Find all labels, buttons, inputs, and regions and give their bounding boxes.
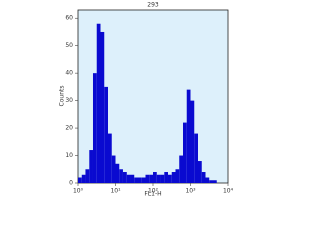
y-tick-label: 50 [65,42,73,49]
bar [78,177,82,183]
bar [175,169,180,183]
y-axis-label: Counts [59,86,66,107]
bar [156,174,161,183]
chart: 293 FL1-H Counts 0 10 20 30 40 50 60 10⁰ 10¹ 10² 1… [59,2,234,198]
chart-title: 293 [147,2,159,9]
x-tick-label: 10⁰ [73,188,84,195]
bar [183,122,187,183]
y-tick-label: 60 [65,15,73,22]
bar [100,31,105,183]
x-tick-label: 10³ [185,188,196,195]
bar [160,174,165,183]
bar [212,180,217,183]
bar [89,150,93,183]
y-tick-label: 10 [65,152,73,159]
y-tick-label: 30 [65,97,73,104]
bar [111,155,116,183]
bar [92,73,97,183]
bar [119,169,123,183]
bar [130,174,135,183]
bar [179,155,184,183]
bar [209,180,213,183]
bar [104,86,109,183]
bar [108,133,112,183]
bar [153,172,157,183]
bar [201,172,206,183]
bar [171,172,176,183]
bar [145,174,150,183]
y-tick-label: 40 [65,70,73,77]
x-axis-label: FL1-H [144,191,161,198]
bar [134,177,138,183]
y-tick-label: 20 [65,125,73,132]
bar [126,174,131,183]
y-tick-label: 0 [69,180,73,187]
bar [167,174,172,183]
bar [205,177,210,183]
x-tick-label: 10² [148,188,159,195]
bar [96,23,101,183]
x-tick-label: 10⁴ [223,188,234,195]
bar [141,177,146,183]
bar [186,89,191,183]
bar [198,161,202,183]
bar [194,133,199,183]
x-tick-label: 10¹ [110,188,121,195]
bar [137,177,142,183]
bar [122,172,127,183]
bar [115,163,120,183]
bar [85,169,90,183]
bar [164,172,168,183]
bar [149,174,153,183]
bar [81,174,86,183]
bar [190,100,195,183]
